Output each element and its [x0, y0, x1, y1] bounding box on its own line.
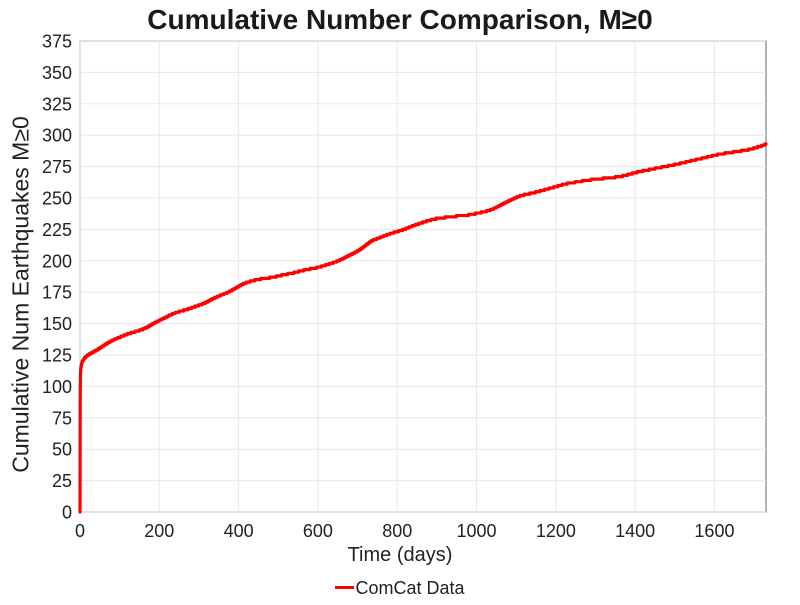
svg-text:225: 225 [42, 220, 72, 240]
svg-text:100: 100 [42, 377, 72, 397]
svg-text:325: 325 [42, 94, 72, 114]
svg-text:1000: 1000 [457, 521, 497, 541]
svg-text:125: 125 [42, 346, 72, 366]
svg-text:275: 275 [42, 157, 72, 177]
svg-text:600: 600 [303, 521, 333, 541]
svg-text:75: 75 [52, 408, 72, 428]
svg-text:200: 200 [144, 521, 174, 541]
svg-text:1600: 1600 [694, 521, 734, 541]
svg-text:150: 150 [42, 314, 72, 334]
svg-text:300: 300 [42, 126, 72, 146]
svg-text:1200: 1200 [536, 521, 576, 541]
svg-text:200: 200 [42, 251, 72, 271]
svg-text:175: 175 [42, 283, 72, 303]
svg-text:800: 800 [382, 521, 412, 541]
svg-text:0: 0 [62, 503, 72, 523]
svg-text:1400: 1400 [615, 521, 655, 541]
svg-text:400: 400 [224, 521, 254, 541]
svg-text:50: 50 [52, 440, 72, 460]
svg-text:25: 25 [52, 471, 72, 491]
svg-text:250: 250 [42, 189, 72, 209]
svg-text:0: 0 [75, 521, 85, 541]
svg-text:350: 350 [42, 63, 72, 83]
